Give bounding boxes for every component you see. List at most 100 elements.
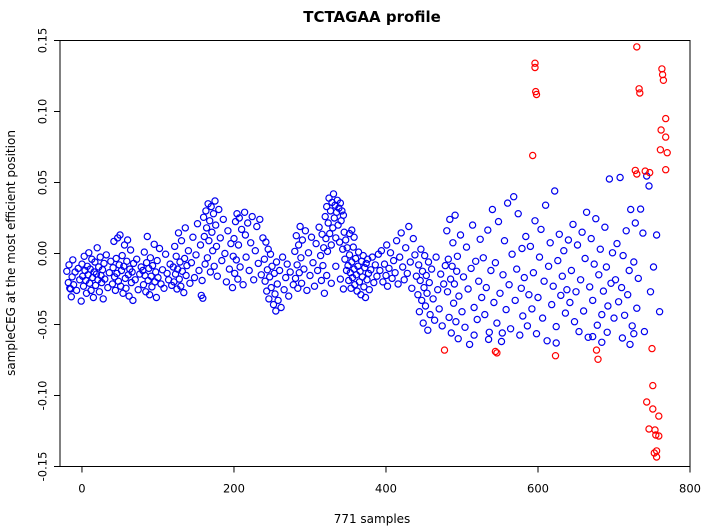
samples-inliers-point xyxy=(513,265,521,273)
samples-inliers-point xyxy=(65,261,73,269)
samples-outliers-point xyxy=(643,398,651,406)
samples-inliers-point xyxy=(551,187,559,195)
samples-inliers-point xyxy=(126,246,135,254)
samples-inliers-point xyxy=(448,262,456,270)
samples-inliers-point xyxy=(590,260,598,268)
samples-inliers-point xyxy=(199,213,208,221)
samples-inliers-point xyxy=(332,234,340,242)
samples-inliers-point xyxy=(296,222,304,231)
samples-inliers-point xyxy=(237,225,246,234)
samples-inliers-point xyxy=(278,253,287,261)
samples-inliers-point xyxy=(593,321,602,329)
samples-inliers-point xyxy=(85,249,93,257)
samples-inliers-point xyxy=(208,246,217,255)
y-tick-label: 0.15 xyxy=(36,28,50,54)
y-tick-label: -0.15 xyxy=(36,452,50,482)
samples-inliers-point xyxy=(345,251,354,259)
samples-inliers-point xyxy=(233,209,241,218)
samples-inliers-point xyxy=(254,259,262,268)
samples-inliers-point xyxy=(567,266,576,275)
samples-outliers-point xyxy=(641,167,649,175)
samples-inliers-point xyxy=(77,297,85,305)
samples-inliers-point xyxy=(445,313,453,322)
samples-inliers-point xyxy=(160,284,168,292)
samples-inliers-point xyxy=(557,291,565,300)
samples-inliers-point xyxy=(128,268,136,276)
samples-inliers-point xyxy=(412,272,421,280)
samples-inliers-point xyxy=(421,302,430,310)
samples-inliers-point xyxy=(195,266,203,275)
samples-inliers-point xyxy=(633,304,641,312)
samples-inliers-point xyxy=(603,328,611,336)
samples-inliers-point xyxy=(240,208,249,216)
samples-inliers-point xyxy=(449,239,457,247)
samples-inliers-point xyxy=(652,231,661,239)
samples-inliers-point xyxy=(394,280,402,288)
samples-inliers-point xyxy=(508,250,516,258)
samples-inliers-point xyxy=(362,259,370,268)
samples-inliers-point xyxy=(213,272,221,280)
samples-outliers-point xyxy=(491,347,500,356)
samples-inliers-point xyxy=(409,234,417,243)
samples-inliers-point xyxy=(326,207,335,215)
samples-inliers-point xyxy=(186,279,194,287)
samples-inliers-point xyxy=(569,220,577,229)
samples-inliers-point xyxy=(438,322,446,330)
samples-inliers-point xyxy=(426,310,434,319)
samples-inliers-point xyxy=(596,245,605,253)
samples-inliers-point xyxy=(415,308,424,316)
samples-inliers-point xyxy=(211,221,220,229)
samples-inliers-point xyxy=(380,260,389,268)
samples-inliers-point xyxy=(418,296,426,305)
samples-inliers-point xyxy=(266,250,275,258)
samples-inliers-point xyxy=(335,238,344,246)
samples-inliers-point xyxy=(367,266,375,274)
samples-inliers-point xyxy=(566,298,574,307)
samples-inliers-point xyxy=(620,311,629,319)
samples-inliers-point xyxy=(589,332,597,341)
samples-inliers-point xyxy=(449,299,458,307)
samples-inliers-point xyxy=(476,235,484,243)
samples-inliers-point xyxy=(202,207,210,215)
samples-inliers-point xyxy=(552,339,560,347)
samples-inliers-point xyxy=(257,271,265,279)
samples-inliers-point xyxy=(482,283,490,292)
samples-inliers-point xyxy=(423,289,431,297)
samples-outliers-point xyxy=(531,63,539,72)
samples-outliers-point xyxy=(551,352,560,360)
samples-inliers-point xyxy=(293,261,301,269)
samples-outliers-point xyxy=(662,114,670,123)
samples-inliers-point xyxy=(181,224,189,232)
samples-inliers-point xyxy=(624,291,632,299)
samples-inliers-point xyxy=(242,253,250,261)
samples-outliers-point xyxy=(532,90,541,99)
samples-inliers-point xyxy=(427,265,436,273)
samples-inliers-point xyxy=(528,305,536,313)
samples-inliers-point xyxy=(424,326,432,334)
samples-inliers-point xyxy=(465,340,474,349)
samples-inliers-point xyxy=(245,266,253,275)
samples-inliers-point xyxy=(475,277,483,285)
samples-inliers-point xyxy=(415,261,423,269)
samples-inliers-point xyxy=(69,281,78,289)
samples-inliers-point xyxy=(649,263,658,271)
samples-inliers-point xyxy=(368,253,376,261)
samples-inliers-point xyxy=(386,249,395,257)
y-tick-label: 0.00 xyxy=(36,241,50,267)
samples-inliers-point xyxy=(324,219,332,227)
samples-inliers-point xyxy=(145,291,154,299)
samples-inliers-point xyxy=(140,248,148,256)
samples-inliers-point xyxy=(72,286,81,295)
samples-inliers-point xyxy=(102,251,111,259)
samples-outliers-point xyxy=(594,355,602,363)
samples-inliers-point xyxy=(516,331,524,339)
samples-inliers-point xyxy=(503,199,512,207)
samples-inliers-point xyxy=(248,212,256,221)
samples-inliers-point xyxy=(494,217,503,226)
samples-inliers-point xyxy=(546,239,554,247)
samples-inliers-point xyxy=(602,263,611,271)
samples-inliers-point xyxy=(101,275,109,283)
samples-inliers-point xyxy=(198,276,206,285)
samples-inliers-point xyxy=(332,262,340,270)
